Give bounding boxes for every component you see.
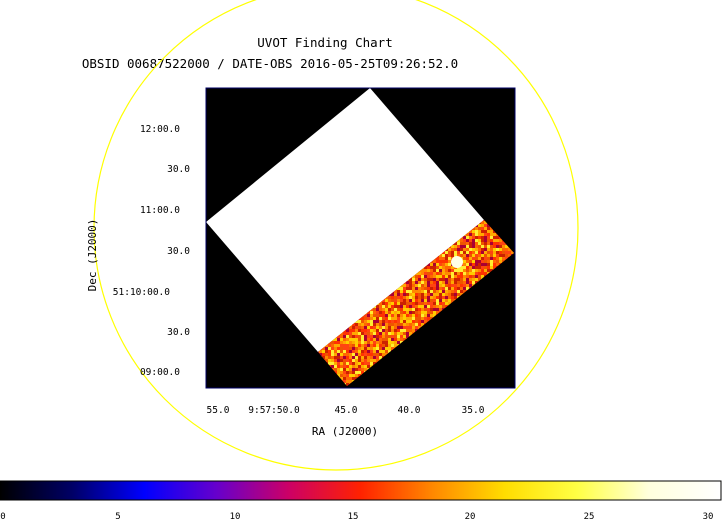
x-tick-label: 9:57:50.0	[248, 405, 300, 416]
colorbar-tick-label: 15	[348, 512, 359, 521]
colorbar	[0, 480, 722, 501]
colorbar-tick-label: 10	[230, 512, 241, 521]
x-axis-label: RA (J2000)	[312, 425, 378, 438]
y-tick-label: 30.0	[167, 246, 190, 257]
y-tick-label: 30.0	[167, 164, 190, 175]
frame-border	[205, 87, 516, 389]
y-axis-label: Dec (J2000)	[86, 219, 99, 292]
colorbar-tick-label: 5	[115, 512, 120, 521]
field-of-view-circle	[93, 0, 579, 471]
y-tick-label: 30.0	[167, 327, 190, 338]
y-tick-label: 09:00.0	[140, 367, 180, 378]
x-tick-label: 55.0	[207, 405, 230, 416]
bright-source	[451, 256, 463, 268]
colorbar-tick-label: 30	[703, 512, 714, 521]
exposure-footprint	[206, 88, 484, 352]
y-tick-label: 12:00.0	[140, 124, 180, 135]
chart-title: UVOT Finding Chart	[257, 35, 392, 50]
chart-subtitle: OBSID 00687522000 / DATE-OBS 2016-05-25T…	[82, 56, 458, 71]
x-tick-label: 40.0	[398, 405, 421, 416]
x-tick-label: 45.0	[335, 405, 358, 416]
y-tick-label: 11:00.0	[140, 205, 180, 216]
colorbar-tick-label: 20	[465, 512, 476, 521]
y-tick-label: 51:10:00.0	[113, 287, 170, 298]
colorbar-tick-label: 25	[584, 512, 595, 521]
colorbar-tick-label: 0	[0, 512, 5, 521]
x-tick-label: 35.0	[462, 405, 485, 416]
